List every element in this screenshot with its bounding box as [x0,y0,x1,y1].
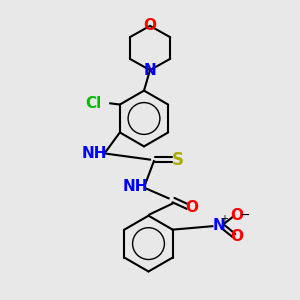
Text: −: − [240,209,250,222]
Text: NH: NH [82,146,107,160]
Text: N: N [213,218,225,233]
Text: O: O [185,200,198,215]
Text: S: S [172,151,184,169]
Text: O: O [230,208,244,223]
Text: O: O [143,18,157,33]
Text: N: N [144,63,156,78]
Text: NH: NH [123,179,148,194]
Text: O: O [230,229,244,244]
Text: Cl: Cl [85,96,102,111]
Text: +: + [220,214,228,224]
